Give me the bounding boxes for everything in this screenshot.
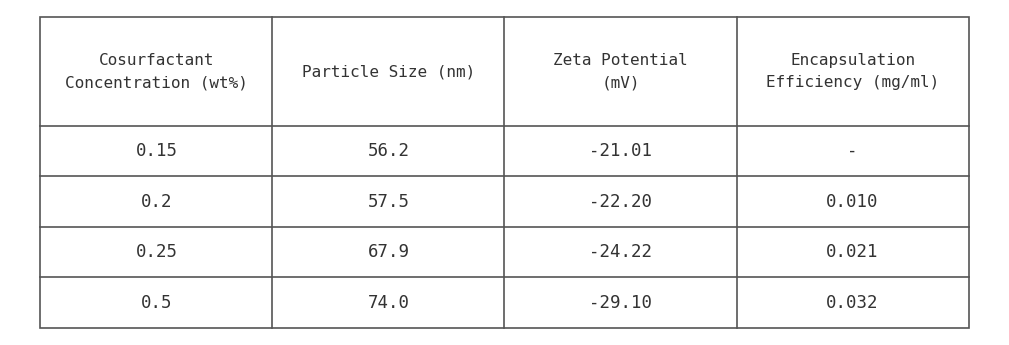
Text: 0.2: 0.2 — [140, 193, 173, 210]
Text: -: - — [848, 142, 858, 160]
Text: -21.01: -21.01 — [589, 142, 652, 160]
Text: 57.5: 57.5 — [367, 193, 410, 210]
Text: -22.20: -22.20 — [589, 193, 652, 210]
Text: 74.0: 74.0 — [367, 294, 410, 312]
Text: Particle Size (nm): Particle Size (nm) — [302, 64, 475, 79]
Text: 0.010: 0.010 — [826, 193, 879, 210]
Bar — [40, 17, 969, 328]
Text: 0.032: 0.032 — [826, 294, 879, 312]
Text: Zeta Potential
(mV): Zeta Potential (mV) — [553, 53, 688, 90]
Text: 0.5: 0.5 — [140, 294, 173, 312]
Text: Cosurfactant
Concentration (wt%): Cosurfactant Concentration (wt%) — [65, 53, 248, 90]
Text: Encapsulation
Efficiency (mg/ml): Encapsulation Efficiency (mg/ml) — [766, 53, 939, 90]
Text: 0.15: 0.15 — [135, 142, 178, 160]
Text: 56.2: 56.2 — [367, 142, 410, 160]
Text: 0.25: 0.25 — [135, 243, 178, 261]
Text: 67.9: 67.9 — [367, 243, 410, 261]
Text: -24.22: -24.22 — [589, 243, 652, 261]
Text: 0.021: 0.021 — [826, 243, 879, 261]
Text: -29.10: -29.10 — [589, 294, 652, 312]
